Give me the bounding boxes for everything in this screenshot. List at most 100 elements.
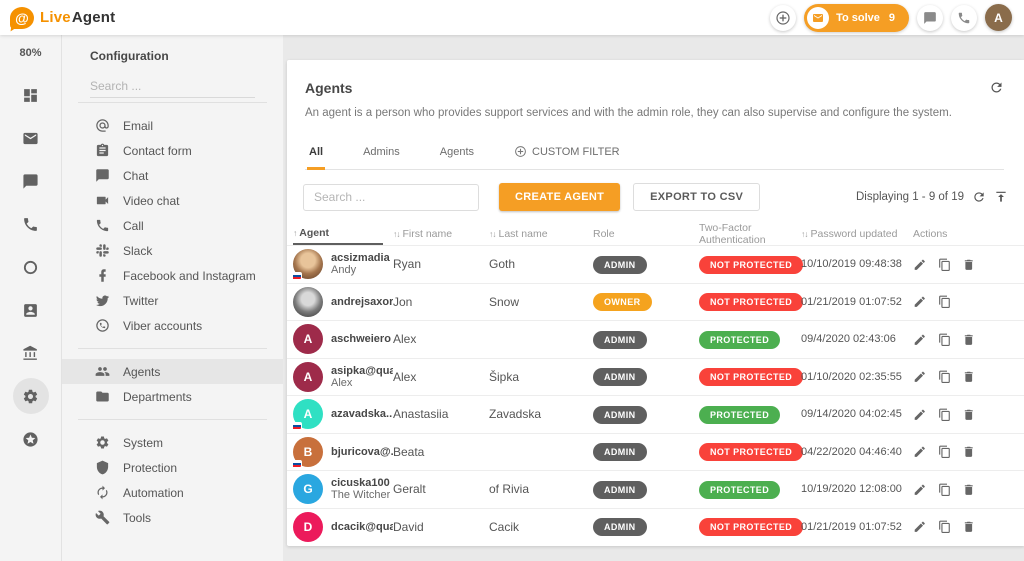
tab-agents[interactable]: Agents [439,146,474,158]
config-item-departments[interactable]: Departments [62,384,283,409]
calls-button[interactable] [951,4,977,31]
rail-item-billing[interactable] [13,335,49,371]
last-name: Cacik [489,519,520,534]
to-solve-button[interactable]: To solve 9 [804,3,909,32]
delete-button[interactable] [962,258,976,272]
delete-button[interactable] [962,520,976,534]
config-item-protection[interactable]: Protection [62,455,283,480]
tab-admins[interactable]: Admins [363,146,400,158]
copy-button[interactable] [938,483,952,497]
edit-button[interactable] [913,370,927,384]
contact-icon [24,303,37,317]
edit-button[interactable] [913,295,927,309]
rail-item-tickets[interactable] [13,120,49,156]
user-avatar[interactable]: A [985,4,1012,31]
config-item-system[interactable]: System [62,430,283,455]
tab-all[interactable]: All [307,140,326,170]
main-area: Agents An agent is a person who provides… [283,35,1024,561]
copy-button[interactable] [938,370,952,384]
scroll-top-button[interactable] [994,190,1008,204]
agent-username: asipka@qua [331,364,393,377]
config-item-slack[interactable]: Slack [62,238,283,263]
liveagent-logo[interactable]: @ Live Agent [10,6,116,29]
edit-button[interactable] [913,333,927,347]
edit-button[interactable] [913,258,927,272]
copy-button[interactable] [938,295,952,309]
copy-button[interactable] [938,520,952,534]
config-item-chat[interactable]: Chat [62,163,283,188]
delete-button[interactable] [962,408,976,422]
edit-button[interactable] [913,483,927,497]
config-item-viber-accounts[interactable]: Viber accounts [62,313,283,338]
column-password-updated[interactable]: ↑↓ Password updated [801,228,898,240]
table-row[interactable]: acsizmadia Andy Ryan Goth ADMIN NOT PROTECTED… [287,245,1024,283]
sort-icon: ↑ [293,228,297,238]
tab-custom-filter[interactable]: CUSTOM FILTER [512,139,622,170]
create-agent-button[interactable]: CREATE AGENT [499,183,621,211]
config-item-agents[interactable]: Agents [62,359,283,384]
password-updated: 01/21/2019 01:07:52 [801,520,902,533]
chat-icon [23,173,38,189]
refresh-button[interactable] [989,80,1004,95]
copy-button[interactable] [938,445,952,459]
rail-item-contacts[interactable] [13,292,49,328]
autorenew-icon [97,485,108,500]
delete-button[interactable] [962,370,976,384]
export-csv-button[interactable]: EXPORT TO CSV [633,183,761,211]
last-name: Goth [489,257,516,272]
copy-button[interactable] [938,408,952,422]
config-item-automation[interactable]: Automation [62,480,283,505]
ring-icon [23,260,38,274]
rail-item-chats[interactable] [13,163,49,199]
column-role[interactable]: Role [593,228,615,240]
password-updated: 09/4/2020 02:43:06 [801,333,896,346]
delete-button[interactable] [962,483,976,497]
rail-item-status[interactable] [13,249,49,285]
column-agent[interactable]: ↑ Agent [293,223,383,245]
add-button[interactable] [770,4,797,31]
edit-button[interactable] [913,445,927,459]
logo-text-agent: Agent [71,9,116,26]
password-updated: 09/14/2020 04:02:45 [801,408,902,421]
config-item-video-chat[interactable]: Video chat [62,188,283,213]
row-actions [913,333,1024,347]
edit-icon [914,334,925,345]
slovakia-flag-icon [293,459,302,467]
config-item-email[interactable]: Email [62,113,283,138]
table-search-input[interactable] [303,183,479,211]
row-actions [913,258,1024,272]
chat-icon [924,11,936,24]
config-item-contact-form[interactable]: Contact form [62,138,283,163]
delete-icon [964,259,973,270]
delete-button[interactable] [962,445,976,459]
column-two-factor-authentication[interactable]: Two-Factor Authentication [699,222,766,246]
chats-button[interactable] [917,4,943,31]
rail-item-dashboard[interactable] [13,77,49,113]
rail-item-starred[interactable] [13,421,49,457]
column-actions[interactable]: Actions [913,228,948,240]
delete-button[interactable] [962,333,976,347]
last-name: Šipka [489,369,520,384]
config-item-tools[interactable]: Tools [62,505,283,530]
rail-item-calls[interactable] [13,206,49,242]
config-item-call[interactable]: Call [62,213,283,238]
edit-button[interactable] [913,408,927,422]
column-first-name[interactable]: ↑↓ First name [393,228,453,240]
copy-button[interactable] [938,258,952,272]
refresh-list-button[interactable] [972,190,986,204]
column-last-name[interactable]: ↑↓ Last name [489,228,548,240]
config-search-input[interactable] [90,75,255,98]
rail-item-configuration[interactable] [12,378,49,414]
config-item-twitter[interactable]: Twitter [62,288,283,313]
plusCircle-icon [515,146,526,157]
edit-button[interactable] [913,520,927,534]
config-item-facebook-and-instagram[interactable]: Facebook and Instagram [62,263,283,288]
table-row[interactable]: andrejsaxor Jon Snow OWNER NOT PROTECTED 01/2… [287,282,1024,320]
copy-button[interactable] [938,333,952,347]
